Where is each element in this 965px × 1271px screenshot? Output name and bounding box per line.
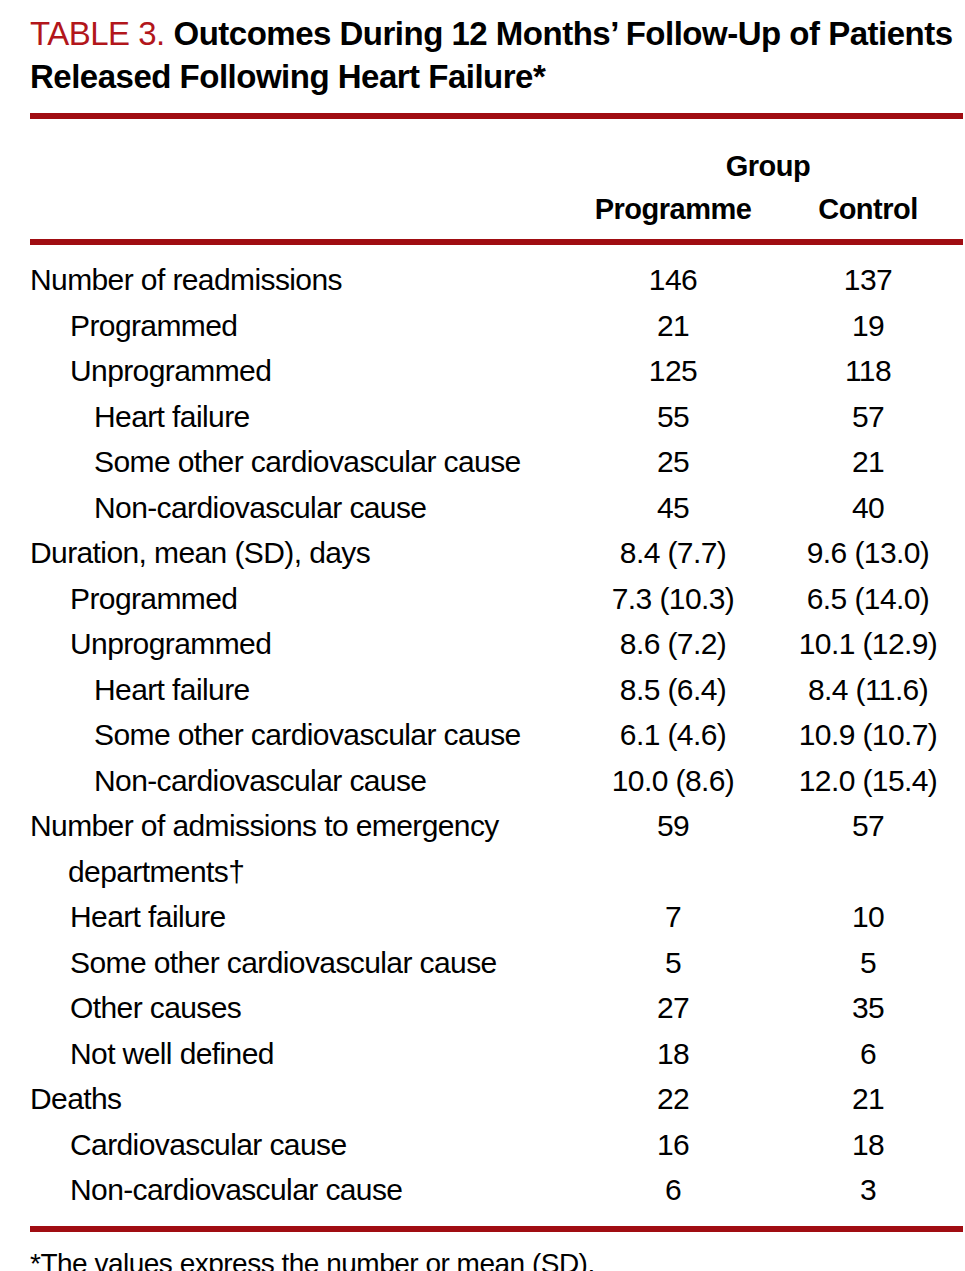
row-label: Heart failure xyxy=(30,394,573,440)
programme-value: 10.0 (8.6) xyxy=(573,758,773,804)
programme-value: 16 xyxy=(573,1122,773,1168)
control-value: 10.9 (10.7) xyxy=(773,712,963,758)
row-label: Cardiovascular cause xyxy=(30,1122,573,1168)
group-header-row: Group xyxy=(30,150,963,183)
programme-value: 25 xyxy=(573,439,773,485)
programme-value: 7 xyxy=(573,894,773,940)
table-row: Other causes 27 35 xyxy=(30,985,963,1031)
programme-value: 59 xyxy=(573,803,773,849)
programme-value: 21 xyxy=(573,303,773,349)
row-label: Programmed xyxy=(30,576,573,622)
table-figure: TABLE 3. Outcomes During 12 Months’ Foll… xyxy=(0,0,965,1271)
control-value: 35 xyxy=(773,985,963,1031)
programme-value: 6 xyxy=(573,1167,773,1213)
row-label: Some other cardiovascular cause xyxy=(30,439,573,485)
control-value: 137 xyxy=(773,257,963,303)
row-label: Unprogrammed xyxy=(30,621,573,667)
row-label: Unprogrammed xyxy=(30,348,573,394)
control-value: 21 xyxy=(773,439,963,485)
control-value: 6 xyxy=(773,1031,963,1077)
programme-value: 8.5 (6.4) xyxy=(573,667,773,713)
table-row: Deaths 22 21 xyxy=(30,1076,963,1122)
table-title-text: Outcomes During 12 Months’ Follow-Up of … xyxy=(30,15,953,95)
row-label-continuation: departments† xyxy=(30,849,573,895)
footnote-asterisk: *The values express the number or mean (… xyxy=(30,1247,963,1271)
row-label: Deaths xyxy=(30,1076,573,1122)
programme-value: 146 xyxy=(573,257,773,303)
control-value: 8.4 (11.6) xyxy=(773,667,963,713)
programme-value: 125 xyxy=(573,348,773,394)
table-row: Duration, mean (SD), days 8.4 (7.7) 9.6 … xyxy=(30,530,963,576)
table-row: Unprogrammed 125 118 xyxy=(30,348,963,394)
table-row: Some other cardiovascular cause 5 5 xyxy=(30,940,963,986)
control-value: 57 xyxy=(773,803,963,849)
column-header-control: Control xyxy=(773,193,963,226)
table-row: Number of admissions to emergency depart… xyxy=(30,803,963,894)
programme-value: 5 xyxy=(573,940,773,986)
table-row: Non-cardiovascular cause 10.0 (8.6) 12.0… xyxy=(30,758,963,804)
control-value: 10 xyxy=(773,894,963,940)
row-label: Other causes xyxy=(30,985,573,1031)
table-row: Non-cardiovascular cause 45 40 xyxy=(30,485,963,531)
row-label: Non-cardiovascular cause xyxy=(30,1167,573,1213)
row-label: Number of readmissions xyxy=(30,257,573,303)
table-row: Programmed 21 19 xyxy=(30,303,963,349)
table-row: Heart failure 8.5 (6.4) 8.4 (11.6) xyxy=(30,667,963,713)
control-value: 57 xyxy=(773,394,963,440)
programme-value: 22 xyxy=(573,1076,773,1122)
bottom-divider xyxy=(30,1226,963,1232)
table-title: TABLE 3. Outcomes During 12 Months’ Foll… xyxy=(30,12,963,98)
row-label: Some other cardiovascular cause xyxy=(30,940,573,986)
row-label: Heart failure xyxy=(30,667,573,713)
row-label: Non-cardiovascular cause xyxy=(30,485,573,531)
table-row: Not well defined 18 6 xyxy=(30,1031,963,1077)
row-label: Not well defined xyxy=(30,1031,573,1077)
programme-value: 55 xyxy=(573,394,773,440)
column-header-row: Programme Control xyxy=(30,193,963,226)
table-body: Number of readmissions 146 137 Programme… xyxy=(30,257,963,1213)
row-label: Heart failure xyxy=(30,894,573,940)
header-divider xyxy=(30,239,963,245)
table-row: Heart failure 55 57 xyxy=(30,394,963,440)
table-row: Some other cardiovascular cause 25 21 xyxy=(30,439,963,485)
programme-value: 27 xyxy=(573,985,773,1031)
table-row: Heart failure 7 10 xyxy=(30,894,963,940)
programme-value: 7.3 (10.3) xyxy=(573,576,773,622)
programme-value: 18 xyxy=(573,1031,773,1077)
table-row: Number of readmissions 146 137 xyxy=(30,257,963,303)
row-label: Number of admissions to emergency depart… xyxy=(30,803,573,894)
control-value: 10.1 (12.9) xyxy=(773,621,963,667)
control-value: 9.6 (13.0) xyxy=(773,530,963,576)
control-value: 5 xyxy=(773,940,963,986)
table-number-label: TABLE 3. xyxy=(30,15,165,52)
control-value: 118 xyxy=(773,348,963,394)
control-value: 18 xyxy=(773,1122,963,1168)
control-value: 19 xyxy=(773,303,963,349)
programme-value: 45 xyxy=(573,485,773,531)
control-value: 21 xyxy=(773,1076,963,1122)
row-label: Programmed xyxy=(30,303,573,349)
control-value: 6.5 (14.0) xyxy=(773,576,963,622)
table-row: Programmed 7.3 (10.3) 6.5 (14.0) xyxy=(30,576,963,622)
row-label: Duration, mean (SD), days xyxy=(30,530,573,576)
control-value: 3 xyxy=(773,1167,963,1213)
table-row: Some other cardiovascular cause 6.1 (4.6… xyxy=(30,712,963,758)
table-row: Non-cardiovascular cause 6 3 xyxy=(30,1167,963,1213)
table-row: Cardiovascular cause 16 18 xyxy=(30,1122,963,1168)
group-header: Group xyxy=(573,150,963,183)
footnotes: *The values express the number or mean (… xyxy=(30,1247,963,1271)
control-value: 12.0 (15.4) xyxy=(773,758,963,804)
row-label: Some other cardiovascular cause xyxy=(30,712,573,758)
programme-value: 8.4 (7.7) xyxy=(573,530,773,576)
top-divider xyxy=(30,113,963,119)
control-value: 40 xyxy=(773,485,963,531)
row-label: Non-cardiovascular cause xyxy=(30,758,573,804)
programme-value: 6.1 (4.6) xyxy=(573,712,773,758)
column-header-programme: Programme xyxy=(573,193,773,226)
programme-value: 8.6 (7.2) xyxy=(573,621,773,667)
table-row: Unprogrammed 8.6 (7.2) 10.1 (12.9) xyxy=(30,621,963,667)
